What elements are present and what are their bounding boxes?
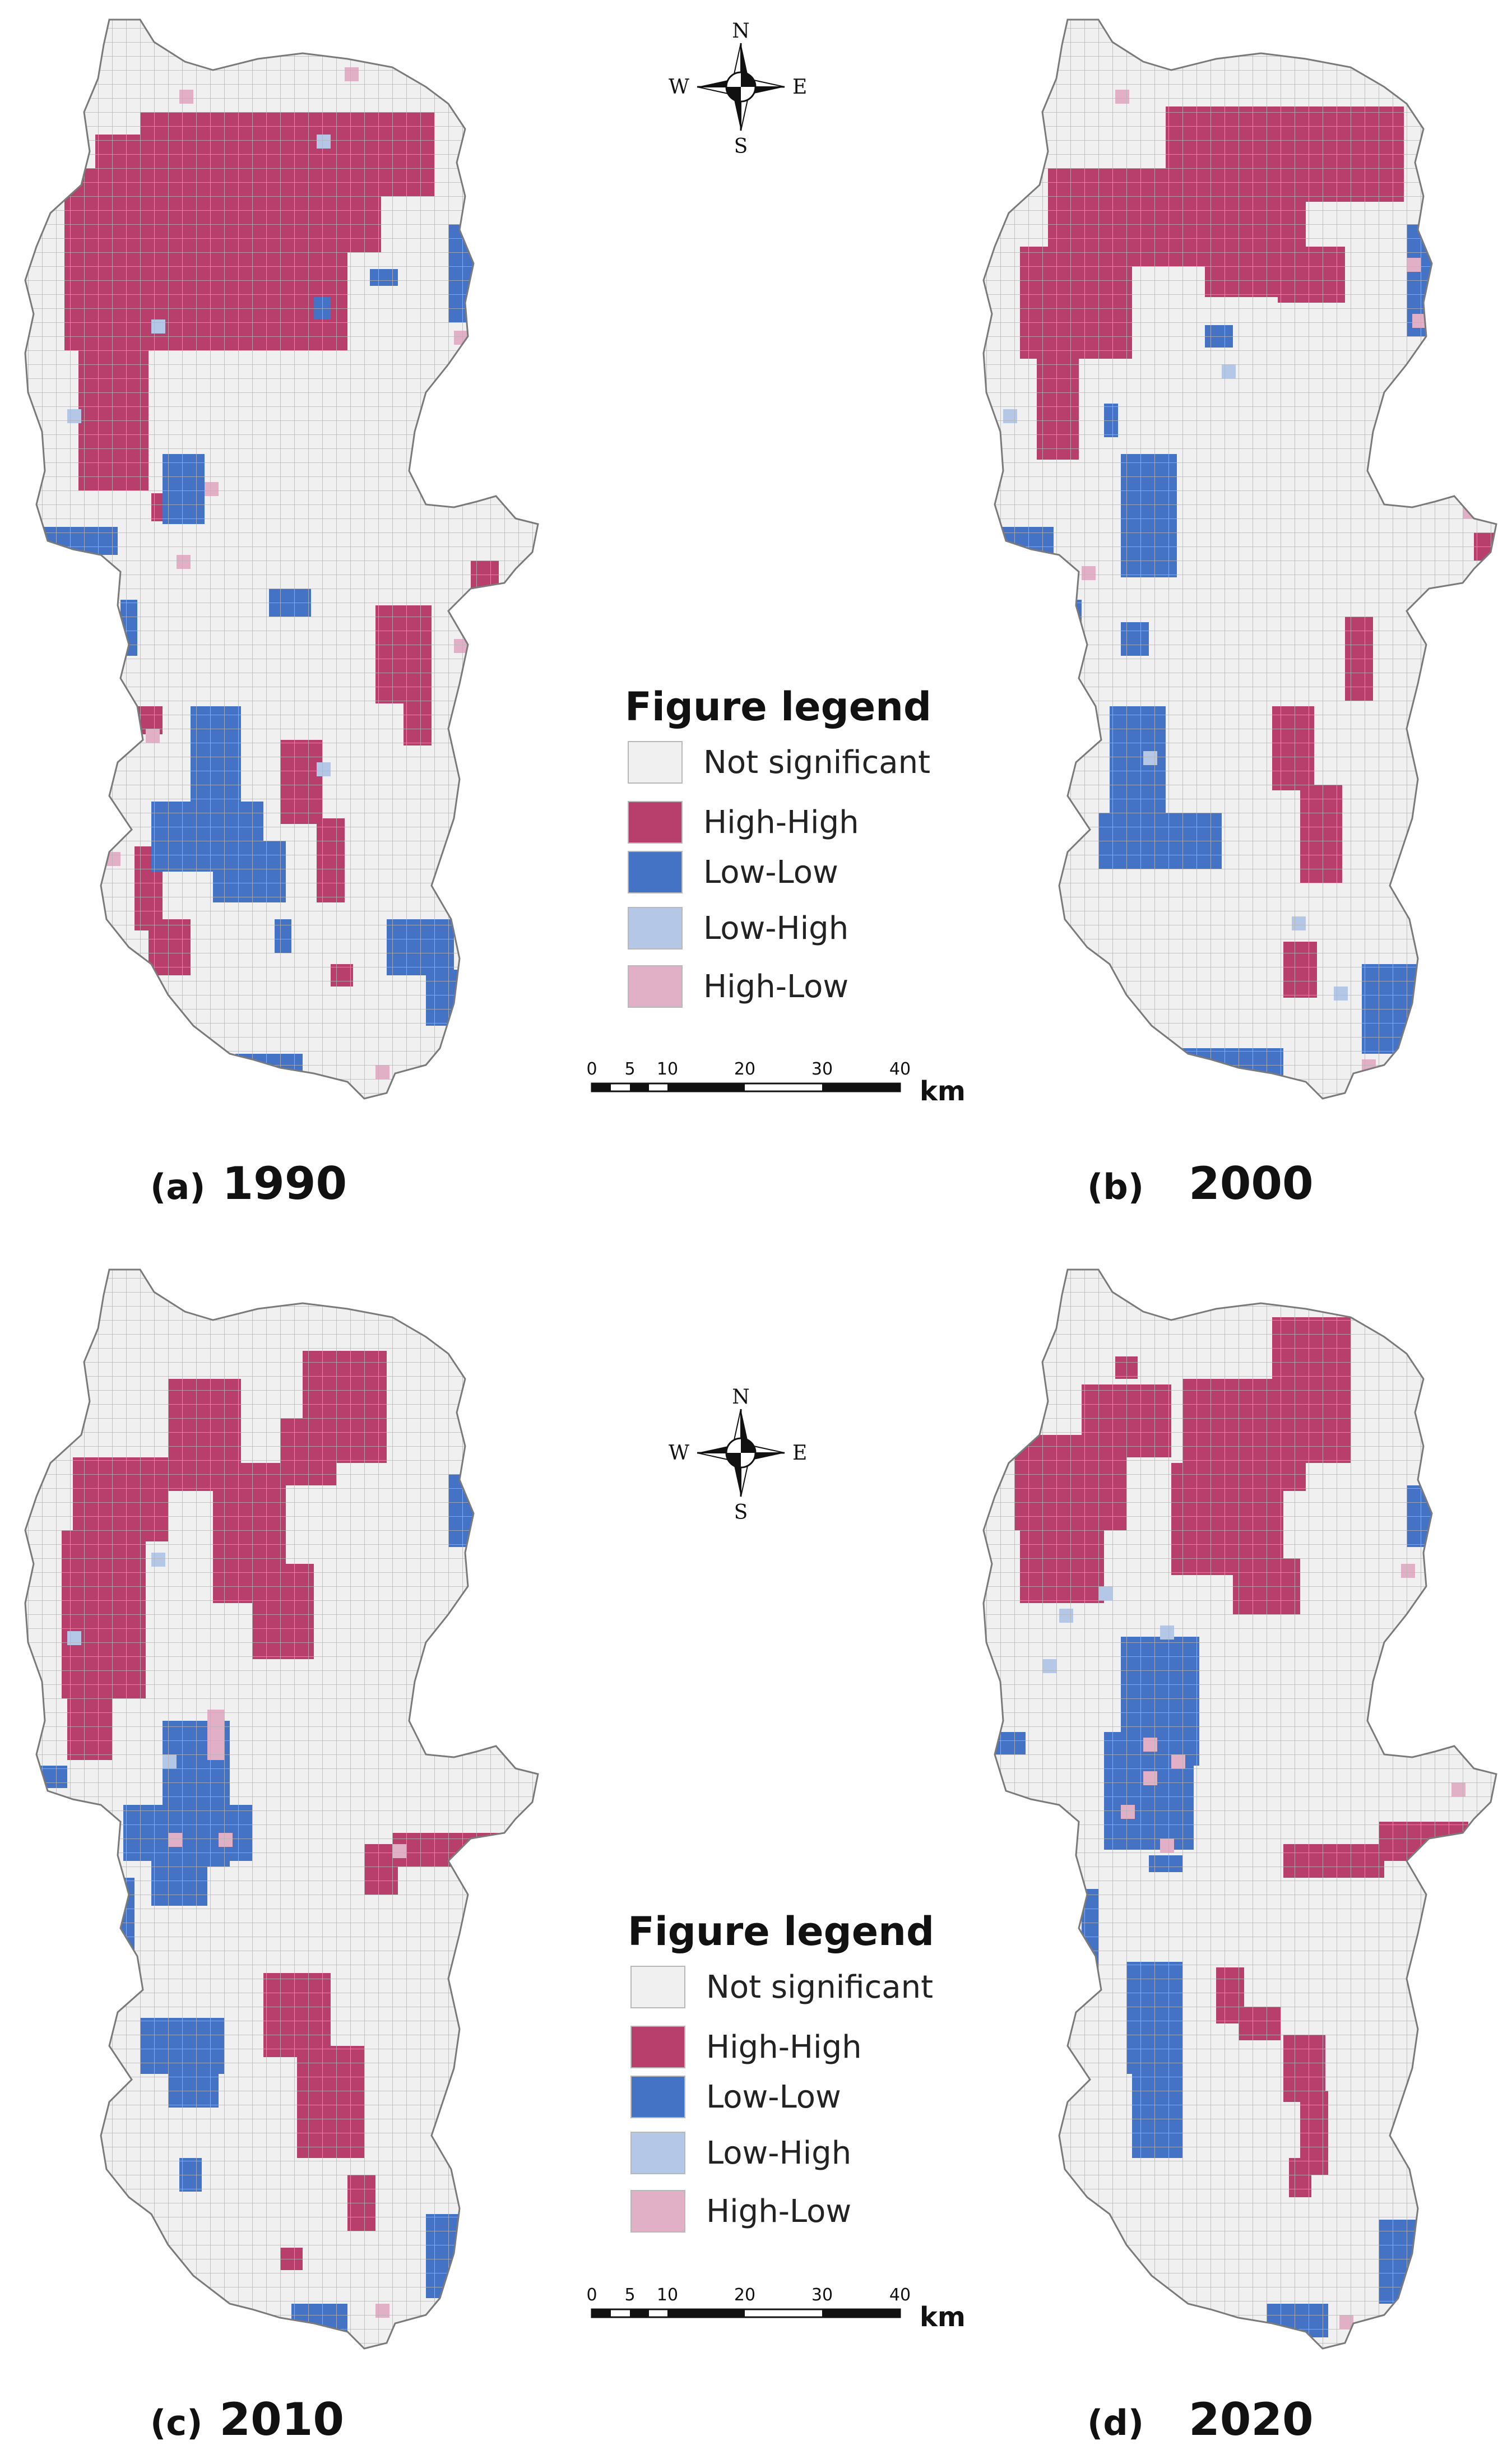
scale-unit-label: km xyxy=(920,1076,966,1107)
scale-tick-label: 5 xyxy=(624,2285,635,2305)
panel-year: 2000 xyxy=(1189,1157,1314,1210)
legend-label: Low-Low xyxy=(703,854,838,891)
scale-tick-label: 20 xyxy=(734,2285,755,2305)
compass-south-label: S xyxy=(734,135,748,158)
panel-tag: (d) xyxy=(1087,2402,1144,2443)
legend-swatch xyxy=(628,801,683,844)
scale-tick-label: 10 xyxy=(657,2285,678,2305)
legend-swatch xyxy=(630,2132,685,2174)
legend-label: High-High xyxy=(706,2029,862,2066)
panel-tag: (b) xyxy=(1087,1166,1144,1207)
compass-south-label: S xyxy=(734,1501,748,1524)
panel-caption-d: (d) 2020 xyxy=(1087,2393,1314,2446)
legend-label: High-Low xyxy=(706,2193,852,2230)
legend-swatch xyxy=(628,851,683,893)
legend-label: Low-High xyxy=(706,2135,852,2171)
panel-year: 1990 xyxy=(222,1157,347,1210)
legend-swatch xyxy=(630,2026,685,2068)
legend-label: High-Low xyxy=(703,969,849,1005)
scale-tick-label: 30 xyxy=(811,2285,833,2305)
legend-swatch xyxy=(630,1966,685,2008)
compass-east-label: E xyxy=(792,1442,807,1465)
scale-unit-label: km xyxy=(920,2301,966,2333)
scale-tick-label: 10 xyxy=(657,1059,678,1079)
map-panel-1990 xyxy=(24,18,539,1100)
panel-tag: (c) xyxy=(150,2402,203,2443)
north-arrow-icon: N S E W xyxy=(669,20,807,158)
legend-swatch xyxy=(628,907,683,950)
legend-swatch xyxy=(630,2190,685,2233)
legend-label: Not significant xyxy=(703,744,931,781)
compass-north-label: N xyxy=(732,1386,750,1409)
compass-west-label: W xyxy=(669,76,689,99)
compass-east-label: E xyxy=(792,76,807,99)
panel-caption-a: (a) 1990 xyxy=(150,1157,347,1210)
map-panel-2010 xyxy=(24,1268,539,2350)
compass-north-label: N xyxy=(732,20,750,43)
scale-tick-label: 40 xyxy=(889,2285,911,2305)
legend-title: Figure legend xyxy=(628,1909,935,1955)
map-legend: Figure legend Not significant High-High … xyxy=(625,684,939,1020)
scale-bar: 0 5 10 20 30 40 km xyxy=(586,1059,965,1107)
map-panel-2020 xyxy=(982,1268,1497,2350)
legend-swatch xyxy=(628,965,683,1008)
map-legend: Figure legend Not significant High-High … xyxy=(628,1909,941,2245)
scale-tick-label: 0 xyxy=(586,1059,597,1079)
panel-caption-c: (c) 2010 xyxy=(150,2393,344,2446)
legend-label: High-High xyxy=(703,804,859,841)
panel-tag: (a) xyxy=(150,1166,206,1207)
map-panel-2000 xyxy=(982,18,1497,1100)
scale-tick-label: 0 xyxy=(586,2285,597,2305)
panel-year: 2020 xyxy=(1189,2393,1314,2446)
legend-label: Low-High xyxy=(703,910,849,947)
panel-year: 2010 xyxy=(219,2393,345,2446)
north-arrow-icon: N S E W xyxy=(669,1386,807,1524)
panel-caption-b: (b) 2000 xyxy=(1087,1157,1314,1210)
legend-label: Not significant xyxy=(706,1969,934,2006)
compass-west-label: W xyxy=(669,1442,689,1465)
scale-tick-label: 5 xyxy=(624,1059,635,1079)
legend-swatch xyxy=(630,2076,685,2118)
legend-label: Low-Low xyxy=(706,2079,841,2115)
scale-bar: 0 5 10 20 30 40 km xyxy=(586,2285,965,2333)
scale-tick-label: 30 xyxy=(811,1059,833,1079)
scale-tick-label: 40 xyxy=(889,1059,911,1079)
legend-swatch xyxy=(628,741,683,784)
legend-title: Figure legend xyxy=(625,684,932,730)
scale-tick-label: 20 xyxy=(734,1059,755,1079)
